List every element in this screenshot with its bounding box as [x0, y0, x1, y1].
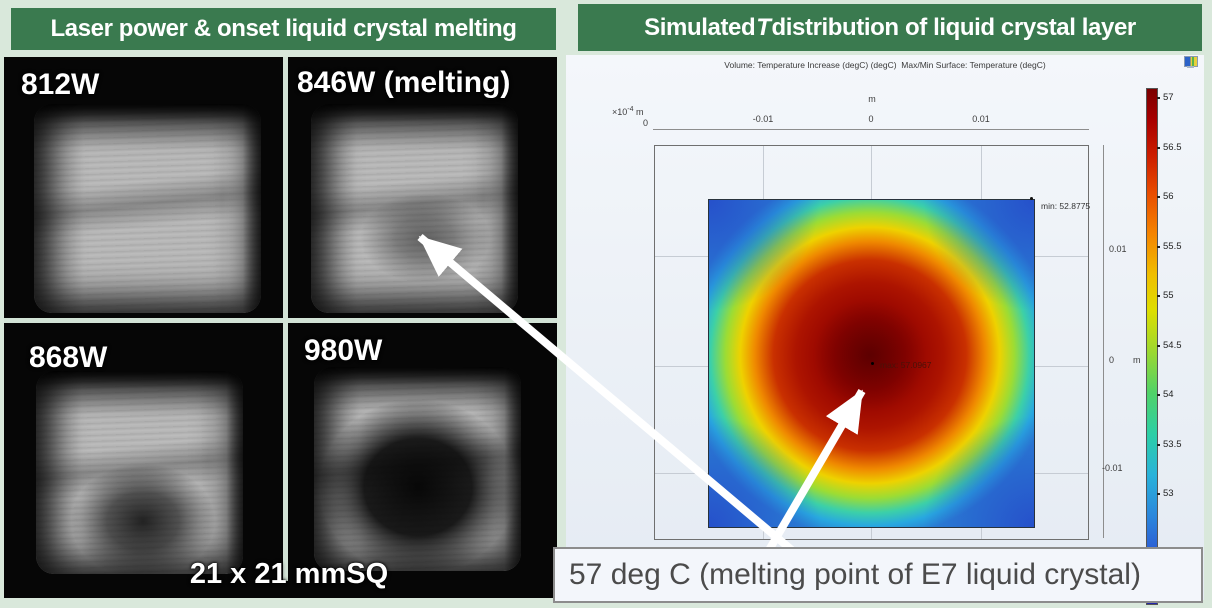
colorbar-tickmark	[1157, 394, 1160, 396]
colorbar	[1146, 88, 1158, 605]
melting-point-annotation-text: 57 deg C (melting point of E7 liquid cry…	[569, 558, 1141, 591]
axis-scale-label: ×10-4 m	[612, 106, 644, 117]
scale-exponent: -4	[627, 106, 634, 113]
dark-melt-region-980w	[320, 399, 516, 575]
label-846w-melting: 846W (melting)	[297, 66, 511, 99]
sample-size-caption: 21 x 21 mmSQ	[189, 558, 389, 590]
laser-power-image-panel: 812W 846W (melting) 868W 980W 21 x 21 mm…	[4, 57, 557, 598]
sample-image-812w	[34, 104, 261, 313]
label-812w: 812W	[21, 68, 100, 101]
sample-image-868w	[36, 371, 243, 579]
colorbar-tick-56: 56	[1163, 191, 1174, 202]
label-868w: 868W	[29, 341, 108, 374]
x-axis-ruler	[653, 129, 1089, 130]
y-tick-neg001: -0.01	[1102, 463, 1123, 473]
colorbar-tickmark	[1157, 97, 1160, 99]
y-axis-ruler	[1103, 145, 1104, 538]
sample-image-846w	[311, 104, 518, 313]
plot-window-icon[interactable]	[1184, 56, 1198, 69]
colorbar-tickmark	[1157, 147, 1160, 149]
x-tick-0: 0	[868, 114, 874, 124]
plot-window-icon-base	[1187, 66, 1194, 68]
max-point-marker	[871, 362, 874, 365]
x-tick-001: 0.01	[972, 114, 990, 124]
colorbar-tickmark	[1157, 196, 1160, 198]
x-tick-neg001: -0.01	[752, 114, 774, 124]
right-panel-title-bar: Simulated T distribution of liquid cryst…	[578, 4, 1202, 51]
comsol-simulation-panel: Volume: Temperature Increase (degC) (deg…	[566, 55, 1204, 605]
colorbar-tick-565: 56.5	[1163, 142, 1182, 153]
max-temperature-label: max: 57.0967	[880, 360, 932, 370]
sample-image-980w	[314, 367, 521, 575]
y-tick-001: 0.01	[1109, 244, 1127, 254]
y-axis-unit: m	[1133, 355, 1141, 365]
colorbar-tick-54: 54	[1163, 389, 1174, 400]
colorbar-tickmark	[1157, 444, 1160, 446]
plot-header: Volume: Temperature Increase (degC) (deg…	[724, 60, 1046, 70]
colorbar-tick-53: 53	[1163, 488, 1174, 499]
x-axis-unit: m	[868, 94, 876, 104]
scale-unit: m	[636, 107, 644, 117]
colorbar-tickmark	[1157, 295, 1160, 297]
y-tick-0: 0	[1109, 355, 1115, 365]
colorbar-tickmark	[1157, 345, 1160, 347]
row-divider	[4, 318, 557, 323]
colorbar-tickmark	[1157, 493, 1160, 495]
melting-point-annotation: 57 deg C (melting point of E7 liquid cry…	[553, 547, 1203, 603]
axis-origin-label: 0	[643, 118, 649, 128]
right-title-suffix: distribution of liquid crystal layer	[771, 13, 1137, 41]
left-panel-title-bar: Laser power & onset liquid crystal melti…	[11, 8, 556, 50]
right-title-prefix: Simulated	[644, 13, 756, 41]
colorbar-tick-57: 57	[1163, 92, 1174, 103]
colorbar-tick-545: 54.5	[1163, 340, 1182, 351]
melting-spot	[360, 193, 490, 283]
colorbar-tick-55: 55	[1163, 290, 1174, 301]
colorbar-tickmark	[1157, 246, 1160, 248]
scale-prefix: ×10	[612, 107, 628, 117]
min-temperature-label: min: 52.8775	[1041, 201, 1091, 211]
right-title-italic-T: T	[756, 13, 771, 41]
label-980w: 980W	[304, 334, 383, 367]
colorbar-tick-555: 55.5	[1163, 241, 1182, 252]
min-point-marker	[1030, 197, 1033, 200]
dark-melt-region-868w	[71, 463, 215, 579]
colorbar-tick-535: 53.5	[1163, 439, 1182, 450]
left-panel-title: Laser power & onset liquid crystal melti…	[50, 15, 517, 42]
